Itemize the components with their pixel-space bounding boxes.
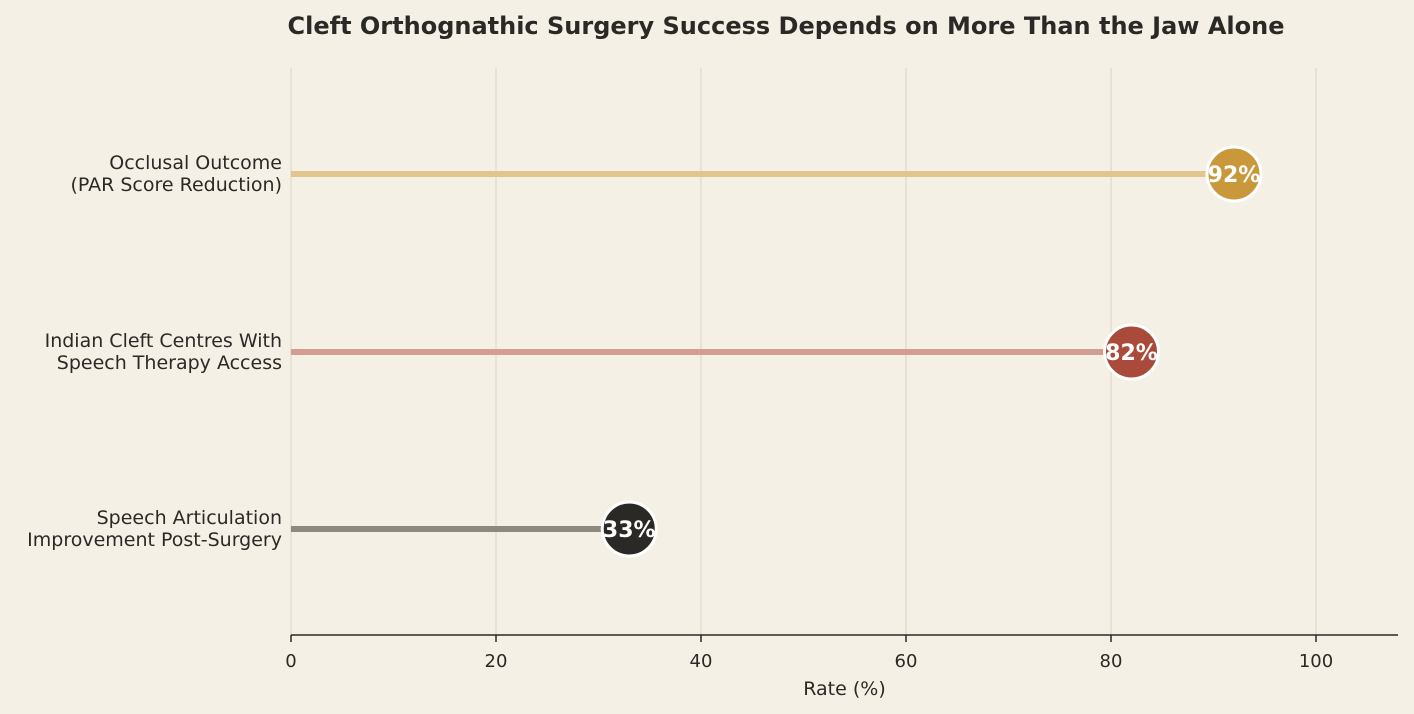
dot-2	[600, 500, 658, 558]
category-label-1-line-0: Indian Cleft Centres With	[45, 330, 282, 352]
x-tick-label-100: 100	[1299, 651, 1333, 672]
chart-title: Cleft Orthognathic Surgery Success Depen…	[288, 12, 1285, 40]
category-label-0-line-1: (PAR Score Reduction)	[70, 174, 282, 196]
value-label-2: 33%	[603, 518, 656, 543]
x-tick-label-60: 60	[895, 651, 918, 672]
dot-0	[1205, 145, 1263, 203]
category-label-2-line-0: Speech Articulation	[97, 507, 282, 529]
category-label-1: Indian Cleft Centres With Speech Therapy …	[45, 330, 282, 374]
category-label-0-line-0: Occlusal Outcome	[109, 152, 282, 174]
category-labels: Occlusal Outcome (PAR Score Reduction) Ind…	[27, 152, 282, 551]
lollipop-stems	[291, 171, 1234, 532]
category-label-2-line-1: Improvement Post-Surgery	[27, 529, 282, 551]
category-label-0: Occlusal Outcome (PAR Score Reduction)	[70, 152, 282, 196]
x-axis-ticks: 0 20 40 60 80 100	[285, 635, 1333, 672]
lollipop-dots	[600, 145, 1263, 558]
category-label-1-line-1: Speech Therapy Access	[57, 352, 282, 374]
value-labels: 92% 82% 33%	[603, 163, 1260, 543]
value-label-1: 82%	[1105, 341, 1158, 366]
x-tick-label-0: 0	[285, 651, 296, 672]
category-label-2: Speech Articulation Improvement Post-Surg…	[27, 507, 282, 551]
x-axis-label: Rate (%)	[803, 678, 886, 700]
x-tick-label-20: 20	[485, 651, 508, 672]
x-tick-label-80: 80	[1100, 651, 1123, 672]
x-tick-label-40: 40	[690, 651, 713, 672]
value-label-0: 92%	[1208, 163, 1261, 188]
dot-1	[1103, 323, 1160, 381]
